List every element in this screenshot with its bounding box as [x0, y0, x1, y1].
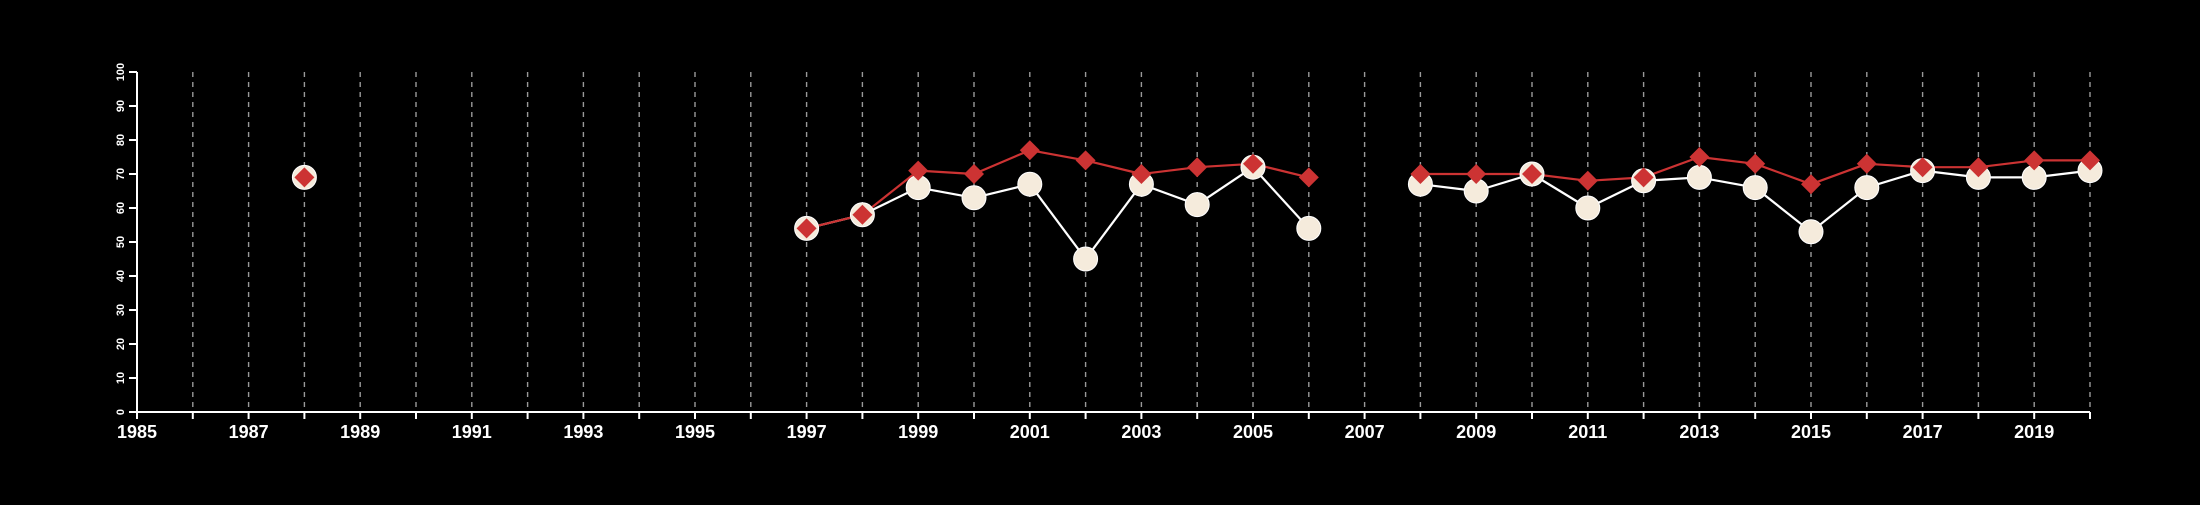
x-tick-label: 1993 [563, 422, 603, 442]
y-tick-label: 20 [115, 338, 127, 350]
data-point-circle [1184, 192, 1210, 218]
y-tick-label: 90 [115, 100, 127, 112]
x-tick-label: 1985 [117, 422, 157, 442]
series-layer [291, 140, 2103, 272]
data-point-diamond [1968, 157, 1989, 178]
data-point-circle [1575, 195, 1601, 221]
data-point-diamond [1243, 153, 1263, 174]
y-tick-label: 50 [115, 236, 127, 248]
x-tick-label: 2011 [1568, 422, 1607, 442]
data-point-diamond [964, 164, 984, 184]
data-point-circle [1296, 215, 1322, 241]
x-tick-label: 1989 [340, 422, 380, 442]
data-point-circle [1854, 175, 1880, 201]
data-point-diamond [1410, 164, 1431, 184]
y-tick-label: 0 [115, 409, 127, 415]
data-point-diamond [294, 167, 315, 188]
data-point-circle [1686, 164, 1712, 190]
y-tick-label: 30 [115, 304, 127, 316]
data-point-diamond [1689, 147, 1710, 167]
grid-layer [192, 72, 2091, 412]
data-point-circle [961, 185, 987, 211]
data-point-diamond [1466, 164, 1487, 184]
series-line-segment [1141, 166, 1198, 176]
data-point-diamond [908, 160, 929, 181]
series-diamond [806, 149, 2090, 230]
x-tick-label: 2007 [1345, 422, 1385, 442]
data-point-diamond [1745, 153, 1766, 174]
axis-layer: 0 10 20 30 40 50 60 70 80 90 100 1985 1987 1989 1991 19… [115, 63, 2091, 442]
data-point-circle [1017, 171, 1043, 197]
data-point-diamond [1019, 140, 1040, 161]
series-line-segment [973, 149, 1031, 176]
x-tick-label: 1997 [787, 422, 827, 442]
data-point-circle [1742, 175, 1768, 201]
data-point-diamond [796, 218, 817, 239]
x-tick-label: 2009 [1456, 422, 1496, 442]
series-line-segment [1028, 183, 1087, 260]
x-tick-label: 1987 [229, 422, 269, 442]
x-tick-label: 1995 [675, 422, 715, 442]
y-tick-label: 60 [115, 202, 127, 214]
data-point-circle [1798, 219, 1824, 245]
series-line-segment [1084, 183, 1143, 260]
series-line-segment [1810, 162, 1868, 186]
data-point-diamond [852, 204, 873, 225]
x-tick-label: 2017 [1903, 422, 1943, 442]
data-point-diamond [1577, 170, 1598, 191]
y-tick-label: 100 [115, 63, 127, 81]
data-point-diamond [1522, 164, 1542, 184]
data-point-diamond [2080, 150, 2100, 171]
data-point-diamond [1131, 164, 1152, 184]
data-point-diamond [1298, 167, 1319, 188]
series-line-segment [1252, 166, 1310, 230]
x-tick-label: 2015 [1791, 422, 1831, 442]
x-tick-label: 2003 [1121, 422, 1161, 442]
data-point-diamond [1856, 153, 1877, 174]
x-tick-label: 1999 [898, 422, 938, 442]
data-point-diamond [1801, 174, 1821, 195]
series-line-segment [1085, 159, 1142, 176]
data-point-diamond [1633, 167, 1654, 188]
x-tick-label: 2019 [2014, 422, 2054, 442]
data-point-diamond [1187, 157, 1208, 178]
y-tick-label: 70 [115, 168, 127, 180]
y-tick-label: 40 [115, 270, 127, 282]
series-line-segment [1029, 149, 1086, 162]
x-tick-label: 2013 [1679, 422, 1719, 442]
series-line-segment [1754, 162, 1812, 186]
y-tick-label: 10 [115, 372, 127, 384]
series-circle [806, 166, 2091, 260]
data-point-circle [1073, 246, 1099, 272]
x-tick-label: 2005 [1233, 422, 1273, 442]
data-point-diamond [1912, 157, 1933, 178]
data-point-diamond [1075, 150, 1096, 171]
series-line-segment [1978, 159, 2035, 169]
x-tick-label: 2001 [1010, 422, 1050, 442]
series-line-segment [1699, 155, 1756, 165]
x-tick-label: 1991 [452, 422, 492, 442]
data-point-diamond [2024, 150, 2045, 171]
y-tick-label: 80 [115, 134, 127, 146]
